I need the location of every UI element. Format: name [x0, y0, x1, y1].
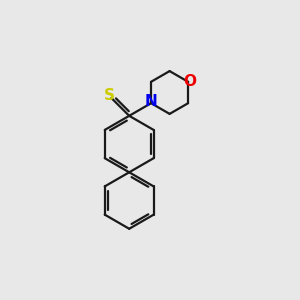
Text: S: S	[103, 88, 115, 103]
Text: O: O	[183, 74, 196, 89]
Text: N: N	[145, 94, 158, 109]
